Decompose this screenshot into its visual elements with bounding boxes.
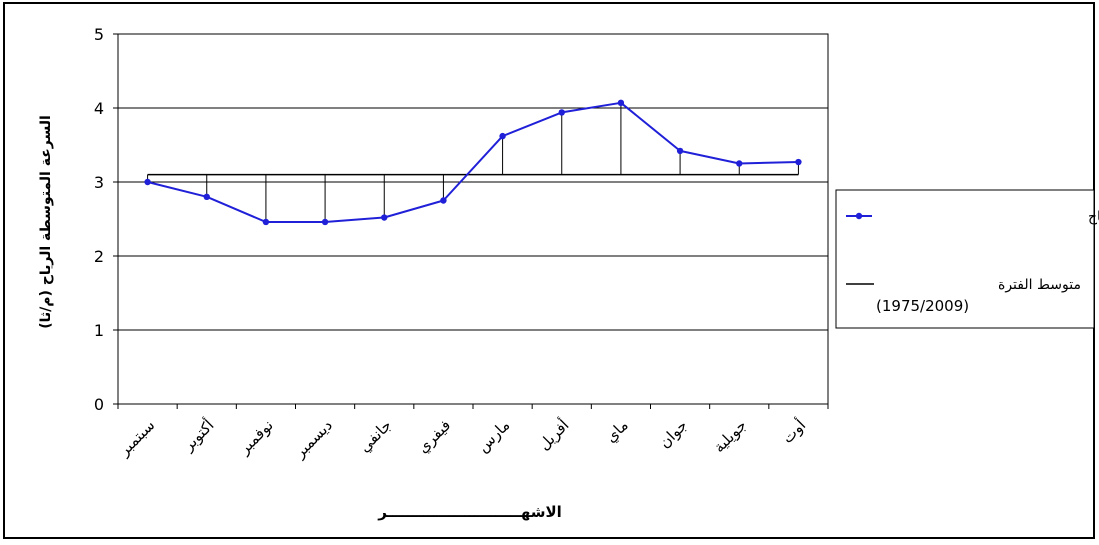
legend-label-period-mean: متوسط الفترة	[998, 277, 1081, 293]
data-point	[321, 218, 329, 226]
data-point	[676, 147, 684, 155]
legend-marker-icon	[855, 212, 863, 220]
y-tick-label: 0	[94, 395, 104, 414]
legend-item-wind-speed: السرعة المتوسطة الرياح	[846, 209, 1099, 225]
legend-item-period-mean: متوسط الفترة (1975/2009)	[846, 277, 1081, 315]
deviation-lines	[147, 102, 799, 222]
data-point	[736, 160, 743, 167]
data-point	[203, 193, 210, 200]
x-axis-label: الاشهــــــــــــــــــــــــــر	[377, 503, 562, 521]
data-point	[795, 158, 802, 166]
data-point	[144, 178, 151, 186]
y-axis-ticks: 0 1 2 3 4 5	[94, 25, 118, 414]
legend-box	[835, 189, 1095, 329]
y-tick-label: 4	[94, 99, 104, 118]
y-tick-label: 1	[94, 321, 104, 340]
data-point	[440, 197, 447, 204]
y-tick-label: 5	[94, 25, 104, 44]
legend-label-period-years: (1975/2009)	[876, 297, 969, 315]
data-point	[558, 109, 565, 116]
plot-area	[117, 33, 829, 405]
y-tick-label: 3	[94, 173, 104, 192]
data-point	[617, 99, 625, 107]
series-group	[144, 99, 802, 226]
gridlines	[118, 107, 828, 331]
data-point	[262, 218, 270, 226]
legend-label-wind-speed: السرعة المتوسطة الرياح	[1088, 209, 1099, 225]
data-point	[499, 132, 506, 140]
data-point	[381, 214, 388, 221]
y-axis-label: السرعة المتوسطة الرياح (م/ثا)	[38, 115, 54, 329]
series-line-wind-speed	[147, 101, 799, 223]
y-tick-label: 2	[94, 247, 104, 266]
